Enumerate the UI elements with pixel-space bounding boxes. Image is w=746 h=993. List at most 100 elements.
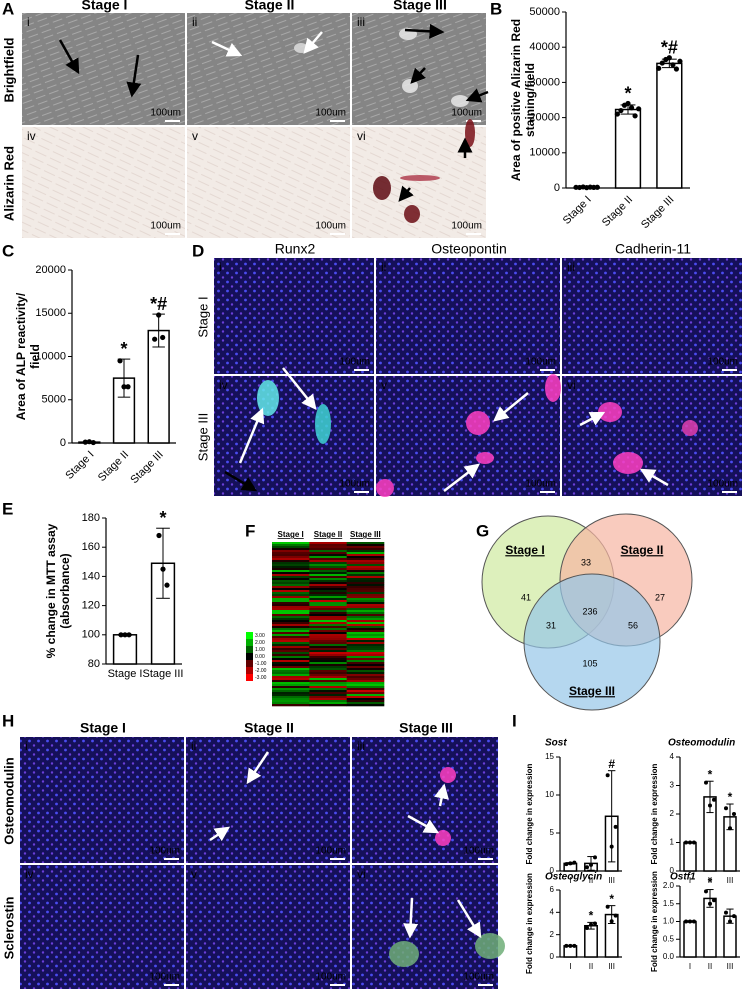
heatmap-cell: [272, 590, 310, 593]
heatmap-cell: [346, 552, 385, 555]
heatmap-cell: [309, 644, 347, 647]
heatmap-cell: [346, 654, 385, 657]
heatmap-cell: [272, 622, 310, 625]
micrograph: [187, 127, 350, 238]
panel-numeral: iii: [357, 15, 365, 29]
stained-cell: [466, 411, 490, 435]
panel-letter: G: [476, 521, 489, 540]
heatmap-cell: [272, 696, 310, 699]
venn-count: 105: [582, 658, 597, 668]
y-tick-label: 0: [670, 866, 675, 875]
y-tick-label: 40000: [529, 41, 560, 53]
heatmap-cell: [309, 600, 347, 603]
heatmap-cell: [309, 618, 347, 621]
data-point: [572, 943, 577, 948]
y-axis-label: Area of ALP reactivity/: [14, 292, 28, 420]
y-tick-label: 120: [82, 600, 100, 612]
y-tick-label: 1.0: [663, 917, 675, 926]
column-header: Stage II: [245, 0, 295, 13]
heatmap-cell: [272, 610, 310, 613]
heatmap-cell: [272, 668, 310, 671]
heatmap-cell: [309, 650, 347, 653]
micrograph: [562, 258, 742, 374]
column-header: Stage III: [399, 720, 453, 736]
micrograph: [186, 737, 350, 863]
data-point: [118, 632, 124, 638]
data-point: [86, 439, 92, 445]
significance-mark: *: [159, 508, 166, 528]
heatmap-cell: [272, 662, 310, 665]
heatmap-cell: [272, 640, 310, 643]
heatmap-cell: [272, 646, 310, 649]
heatmap-cell: [309, 678, 347, 681]
significance-mark: *: [624, 83, 631, 103]
heatmap-cell: [346, 672, 385, 675]
stained-cell: [402, 79, 418, 93]
heatmap-cell: [309, 652, 347, 655]
heatmap-cell: [346, 626, 385, 629]
arrow: [126, 54, 142, 98]
heatmap-cell: [272, 618, 310, 621]
heatmap-cell: [272, 588, 310, 591]
y-tick-label: 2: [550, 930, 555, 939]
heatmap-cell: [309, 576, 347, 579]
stained-cell: [545, 374, 561, 402]
x-tick-label: Stage II: [600, 194, 635, 229]
heatmap-cell: [309, 620, 347, 623]
data-point: [712, 898, 716, 903]
data-point: [636, 106, 642, 112]
heatmap-cell: [272, 636, 310, 639]
heatmap-cell: [309, 704, 347, 707]
heatmap-column-label: Stage II: [314, 530, 342, 539]
y-axis-label: Fold change in expression: [650, 763, 659, 864]
heatmap-cell: [272, 652, 310, 655]
heatmap-cell: [346, 652, 385, 655]
heatmap-cell: [309, 688, 347, 691]
arrow: [209, 826, 231, 842]
x-tick-label: Stage I: [108, 668, 143, 680]
heatmap-cell: [346, 696, 385, 699]
heatmap-cell: [346, 560, 385, 563]
heatmap-cell: [272, 620, 310, 623]
y-tick-label: 10: [545, 790, 554, 799]
heatmap-cell: [309, 634, 347, 637]
heatmap-cell: [309, 700, 347, 703]
arrow: [303, 31, 323, 54]
heatmap-cell: [309, 572, 347, 575]
venn-set: [523, 573, 661, 711]
heatmap-cell: [309, 562, 347, 565]
heatmap-cell: [346, 578, 385, 581]
micrograph: [186, 865, 350, 989]
heatmap-cell: [309, 544, 347, 547]
heatmap-cell: [272, 628, 310, 631]
heatmap-cell: [309, 686, 347, 689]
heatmap-cell: [272, 616, 310, 619]
panel-numeral: iii: [567, 260, 575, 274]
stained-cell: [475, 933, 505, 959]
heatmap-cell: [272, 580, 310, 583]
data-point: [724, 806, 728, 811]
arrow: [404, 23, 445, 39]
heatmap-cell: [346, 606, 385, 609]
data-point: [613, 913, 618, 918]
heatmap-cell: [309, 614, 347, 617]
legend-label: 2.00: [255, 640, 265, 646]
y-tick-label: 10000: [35, 350, 66, 362]
significance-mark: *: [708, 876, 713, 890]
heatmap-cell: [272, 670, 310, 673]
stained-cell: [404, 205, 420, 223]
panel-letter: B: [490, 0, 502, 18]
scale-bar-label: 100um: [150, 221, 181, 232]
heatmap-cell: [309, 582, 347, 585]
y-tick-label: 1.5: [663, 899, 675, 908]
heatmap-cell: [346, 612, 385, 615]
heatmap-cell: [272, 576, 310, 579]
row-label: Alizarin Red: [1, 146, 16, 221]
heatmap-cell: [309, 592, 347, 595]
data-point: [594, 184, 600, 190]
scale-bar-label: 100um: [315, 108, 346, 119]
data-point: [732, 812, 736, 816]
data-point: [628, 105, 635, 111]
panel-letter: F: [245, 521, 255, 540]
heatmap-cell: [272, 568, 310, 571]
